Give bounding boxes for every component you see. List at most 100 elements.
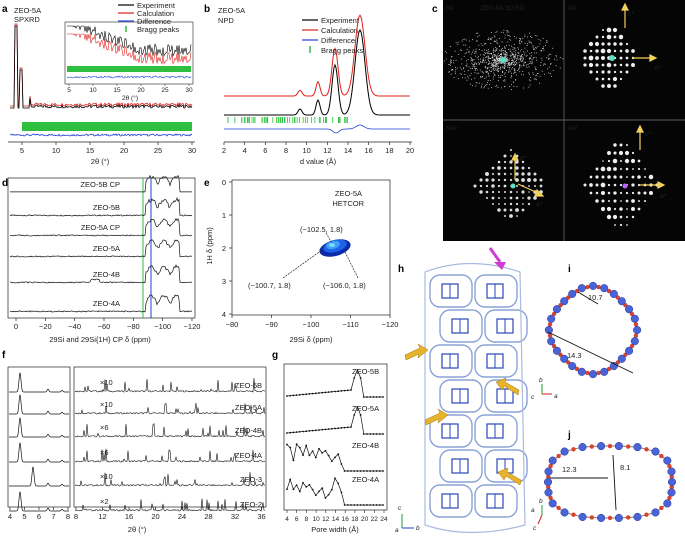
svg-text:12: 12 bbox=[98, 512, 106, 521]
panel-e-letter: e bbox=[204, 178, 210, 189]
panel-f-xlabel: 2θ (°) bbox=[128, 525, 147, 534]
panel-a-inset-ticks: 5 10 15 20 25 30 bbox=[67, 84, 193, 94]
svg-text:24: 24 bbox=[380, 516, 388, 523]
panel-d-letter: d bbox=[2, 178, 8, 189]
panel-b-legend-calculation: Calculation bbox=[321, 26, 358, 35]
svg-text:12: 12 bbox=[322, 516, 330, 523]
svg-text:ZEO-4B: ZEO-4B bbox=[352, 441, 379, 450]
panel-j-axis-b: b bbox=[539, 498, 543, 505]
panel-b-legend: Experiment Calculation Difference Bragg … bbox=[302, 16, 363, 55]
panel-e: e ZEO-5A HETCOR −80 −90 −100 −110 −12001234 … bbox=[204, 178, 398, 344]
svg-text:ZEO-3: ZEO-3 bbox=[240, 475, 262, 484]
panel-a-inset-bragg bbox=[67, 66, 191, 72]
panel-d-xlabel: 29Si and 29Si{1H} CP δ (ppm) bbox=[49, 335, 151, 344]
svg-text:1: 1 bbox=[222, 211, 226, 220]
svg-text:ZEO-5B: ZEO-5B bbox=[352, 367, 379, 376]
panel-j-axis-a: a bbox=[531, 507, 535, 514]
panel-c: c hkl ZEO-5A 3D ED 0kl hk0 h0l c* b* b* … bbox=[432, 0, 685, 241]
svg-text:×10: ×10 bbox=[100, 472, 113, 481]
panel-a-x-ticks: 5 10 15 20 25 30 bbox=[20, 142, 196, 155]
svg-text:14: 14 bbox=[332, 516, 340, 523]
panel-c-diffraction-spots bbox=[443, 27, 659, 227]
svg-text:25: 25 bbox=[154, 146, 162, 155]
svg-text:×10: ×10 bbox=[100, 378, 113, 387]
svg-text:16: 16 bbox=[342, 516, 350, 523]
svg-text:−80: −80 bbox=[127, 322, 140, 331]
panel-a-legend-extra: Difference Bragg peaks bbox=[118, 17, 179, 34]
panel-c-axis-c2: c* bbox=[645, 131, 651, 138]
svg-text:15: 15 bbox=[86, 146, 94, 155]
panel-h-gold-arrows bbox=[404, 343, 522, 486]
svg-text:4: 4 bbox=[8, 512, 12, 521]
svg-text:7: 7 bbox=[51, 512, 55, 521]
svg-text:ZEO-4A: ZEO-4A bbox=[93, 299, 120, 308]
panel-a-legend-experiment: Experiment bbox=[137, 1, 176, 10]
svg-text:×10: ×10 bbox=[100, 400, 113, 409]
svg-text:ZEO-5B: ZEO-5B bbox=[93, 203, 120, 212]
svg-text:20: 20 bbox=[361, 516, 369, 523]
panel-a-legend-difference: Difference bbox=[137, 17, 171, 26]
panel-e-ylabel: 1H δ (ppm) bbox=[205, 227, 214, 265]
panel-b-bragg-peaks bbox=[227, 117, 348, 123]
svg-text:6: 6 bbox=[263, 146, 267, 155]
panel-a-title: ZEO-5A bbox=[14, 6, 41, 15]
panel-a-inset-calculation bbox=[67, 33, 192, 65]
panel-b-letter: b bbox=[204, 4, 210, 15]
panel-h-axes: c b a bbox=[395, 505, 420, 534]
panel-i-dim-2: 14.3 bbox=[567, 351, 582, 360]
panel-a-legend-bragg: Bragg peaks bbox=[137, 25, 179, 34]
panel-a-subtitle: SPXRD bbox=[14, 15, 40, 24]
svg-text:24: 24 bbox=[178, 512, 186, 521]
svg-text:−20: −20 bbox=[39, 322, 52, 331]
svg-text:4: 4 bbox=[285, 516, 289, 523]
panel-j-axes: b a c bbox=[531, 498, 543, 532]
panel-h-magenta-arrow bbox=[494, 262, 506, 270]
svg-text:4: 4 bbox=[222, 310, 226, 319]
svg-text:12: 12 bbox=[323, 146, 331, 155]
panel-c-label-hkl: hkl bbox=[446, 5, 455, 12]
svg-text:0: 0 bbox=[14, 322, 18, 331]
panel-h-axis-b: b bbox=[416, 525, 420, 532]
panel-e-xlabel: 29Si δ (ppm) bbox=[290, 335, 333, 344]
panel-h: h c b a bbox=[395, 247, 528, 534]
svg-text:×2: ×2 bbox=[100, 497, 109, 506]
panel-g: g ZEO-5B ZEO-5A ZEO-4B ZEO-4A 4 6 8 10 12 14 16 18… bbox=[272, 350, 388, 534]
panel-i: i 10.7 14.3 b c a bbox=[531, 264, 642, 401]
svg-text:−90: −90 bbox=[265, 320, 278, 329]
panel-a-inset-difference bbox=[66, 75, 192, 79]
svg-text:−100: −100 bbox=[154, 322, 171, 331]
svg-text:ZEO-4A: ZEO-4A bbox=[352, 475, 379, 484]
svg-text:0: 0 bbox=[222, 178, 226, 187]
panel-g-distributions: ZEO-5B ZEO-5A ZEO-4B ZEO-4A bbox=[286, 367, 384, 506]
svg-text:−110: −110 bbox=[342, 320, 358, 329]
panel-c-axis-a1: a* bbox=[536, 201, 543, 208]
panel-e-annotation-left: (−100.7, 1.8) bbox=[248, 281, 291, 290]
panel-e-annotation-center: (−102.5, 1.8) bbox=[300, 225, 343, 234]
panel-i-dim-1: 10.7 bbox=[588, 293, 603, 302]
panel-c-label-hk0: hk0 bbox=[446, 125, 457, 132]
svg-text:3: 3 bbox=[222, 277, 226, 286]
panel-c-title: ZEO-5A 3D ED bbox=[480, 5, 524, 12]
svg-text:×6: ×6 bbox=[100, 448, 109, 457]
panel-b-x-ticks: 2 4 6 8 10 12 14 16 18 20 bbox=[222, 142, 414, 155]
svg-text:8: 8 bbox=[284, 146, 288, 155]
panel-b-subtitle: NPD bbox=[218, 16, 234, 25]
panel-c-axis-a2: a* bbox=[660, 193, 667, 200]
svg-text:10: 10 bbox=[312, 516, 320, 523]
panel-g-x-ticks: 4 6 8 10 12 14 16 18 20 22 24 bbox=[285, 510, 388, 523]
svg-text:5: 5 bbox=[22, 512, 26, 521]
svg-text:20: 20 bbox=[137, 87, 145, 94]
svg-text:ZEO-4A: ZEO-4A bbox=[235, 451, 262, 460]
panel-i-axes: b c a bbox=[531, 377, 558, 401]
panel-a-inset: 5 10 15 20 25 30 2θ (°) bbox=[64, 21, 194, 102]
svg-text:−40: −40 bbox=[68, 322, 81, 331]
panel-c-letter: c bbox=[432, 4, 438, 15]
svg-text:6: 6 bbox=[295, 516, 299, 523]
svg-text:−60: −60 bbox=[98, 322, 111, 331]
panel-j-ring bbox=[543, 441, 677, 523]
panel-d-x-ticks: 0 −20 −40 −60 −80 −100 −120 bbox=[14, 318, 200, 331]
svg-text:32: 32 bbox=[231, 512, 239, 521]
svg-text:36: 36 bbox=[257, 512, 265, 521]
panel-b-difference-line bbox=[224, 124, 410, 134]
